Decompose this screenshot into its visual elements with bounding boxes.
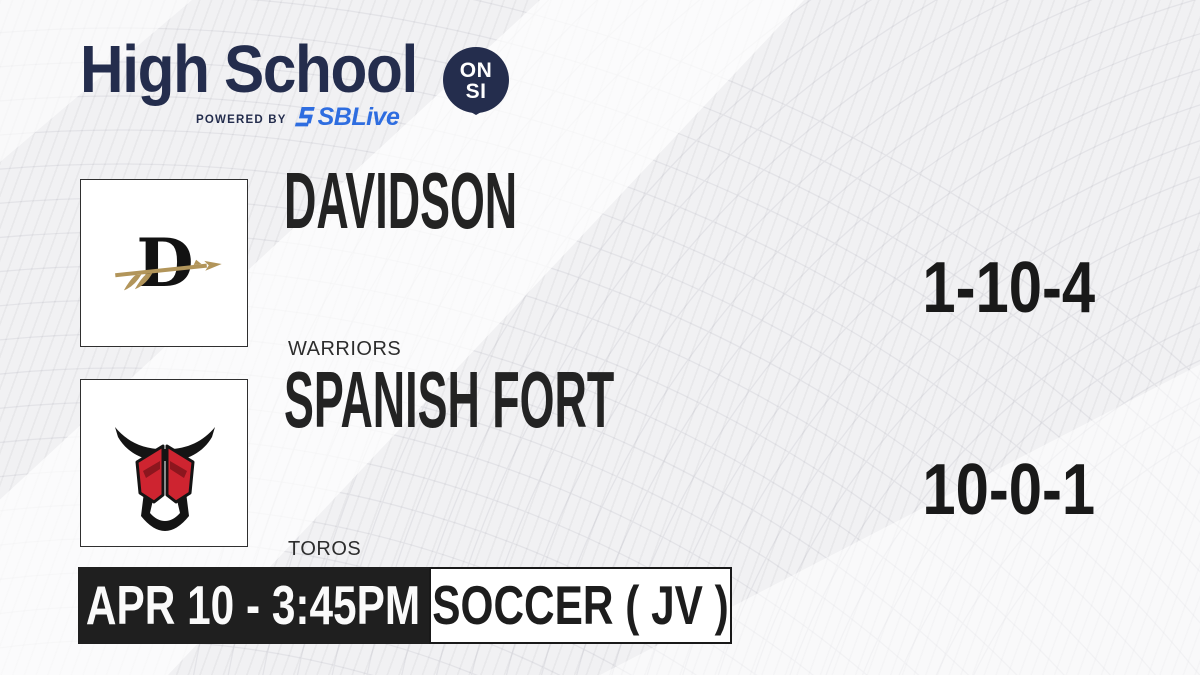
team-record: 1-10-4 xyxy=(922,248,1095,328)
sblive-wordmark: SBLive xyxy=(317,103,400,131)
spanish-fort-logo xyxy=(80,379,248,547)
team-mascot: TOROS xyxy=(288,538,362,560)
team-name: SPANISH FORT xyxy=(284,355,615,444)
pin-text-si: SI xyxy=(466,80,487,103)
davidson-logo: D xyxy=(80,179,248,347)
sblive-mark-icon xyxy=(294,107,315,127)
team-name: DAVIDSON xyxy=(284,156,518,245)
game-sport-bar: SOCCER ( JV ) xyxy=(429,567,732,644)
svg-text:D: D xyxy=(136,224,193,302)
onsi-pin-icon: ON SI xyxy=(443,47,509,115)
brand-title: High School xyxy=(80,32,418,107)
team-mascot: WARRIORS xyxy=(288,338,402,360)
game-sport-label: SOCCER ( JV ) xyxy=(432,574,729,636)
game-datetime-bar: APR 10 - 3:45PM xyxy=(78,567,429,644)
davidson-d-arrow-icon: D xyxy=(115,224,222,302)
game-datetime-label: APR 10 - 3:45PM xyxy=(86,574,421,636)
powered-by-label: POWERED BY xyxy=(196,113,287,126)
pin-text-on: ON xyxy=(460,59,493,82)
sblive-logo: SBLive xyxy=(294,103,400,132)
powered-by-row: POWERED BY SBLive xyxy=(196,103,400,132)
team-record: 10-0-1 xyxy=(922,450,1095,530)
spanish-fort-bull-icon xyxy=(115,427,215,531)
